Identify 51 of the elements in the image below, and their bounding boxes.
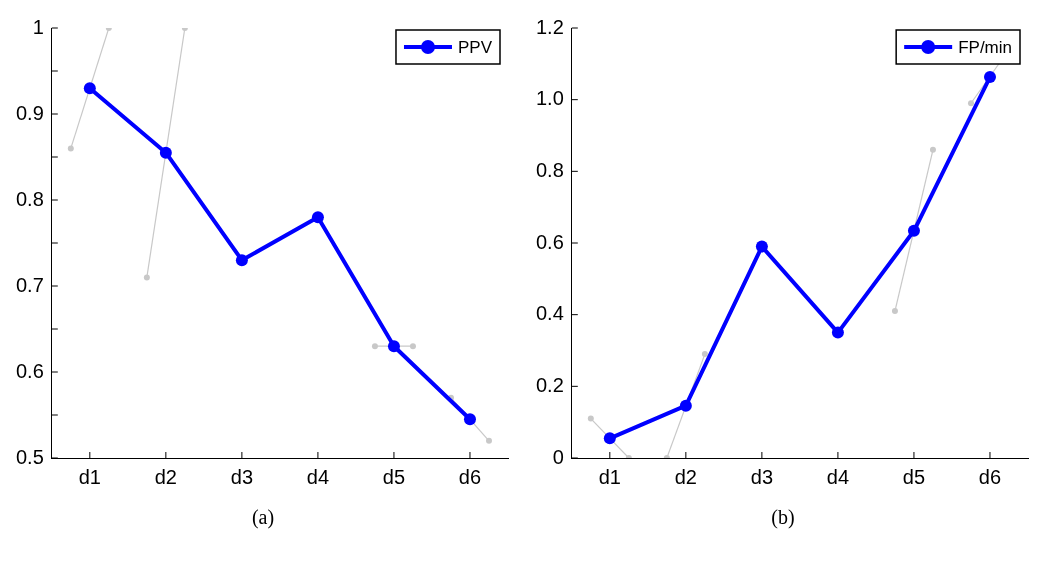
point <box>587 415 594 422</box>
x-tick-label: d3 <box>750 465 774 488</box>
point <box>929 146 936 153</box>
y-tick-label: 0.8 <box>15 187 44 210</box>
x-tick-label: d5 <box>902 465 926 488</box>
x-tick-label: d2 <box>674 465 697 488</box>
point <box>463 413 476 426</box>
x-tick-label: d6 <box>458 465 482 488</box>
point <box>67 145 74 152</box>
y-tick-label: 0.7 <box>15 273 44 296</box>
point <box>679 399 692 412</box>
point <box>701 351 708 358</box>
x-tick-label: d1 <box>598 465 621 488</box>
y-tick-label: 1.0 <box>535 87 564 110</box>
y-tick-label: 1 <box>32 15 44 38</box>
point <box>311 211 324 224</box>
y-tick-label: 0.9 <box>15 101 44 124</box>
x-tick-label: d4 <box>306 465 330 488</box>
point <box>387 340 400 353</box>
x-tick-label: d1 <box>78 465 101 488</box>
point <box>485 437 492 444</box>
y-tick-label: 0.8 <box>535 158 564 181</box>
point <box>755 240 768 253</box>
point <box>143 274 150 281</box>
y-tick-label: 1.2 <box>535 15 564 38</box>
y-tick-label: 0.4 <box>535 302 564 325</box>
x-tick-label: d5 <box>382 465 406 488</box>
point <box>891 308 898 315</box>
point <box>831 326 844 339</box>
point <box>967 100 974 107</box>
y-tick-label: 0 <box>552 445 564 468</box>
y-tick-label: 0.2 <box>535 373 564 396</box>
point <box>907 224 920 237</box>
point <box>371 343 378 350</box>
y-tick-label: 0.5 <box>15 445 44 468</box>
point <box>409 343 416 350</box>
y-tick-label: 0.6 <box>15 359 44 382</box>
point <box>983 71 996 84</box>
x-tick-label: d6 <box>978 465 1002 488</box>
point <box>83 82 96 95</box>
legend-label: PPV <box>457 37 493 57</box>
text: (b) <box>770 506 796 529</box>
x-tick-label: d3 <box>230 465 254 488</box>
text: (a) <box>250 506 276 529</box>
x-tick-label: d4 <box>826 465 850 488</box>
point <box>235 254 248 267</box>
point <box>603 432 616 445</box>
y-tick-label: 0.6 <box>535 230 564 253</box>
legend-label: FP/min <box>958 37 1012 57</box>
x-tick-label: d2 <box>154 465 177 488</box>
point <box>159 146 172 159</box>
